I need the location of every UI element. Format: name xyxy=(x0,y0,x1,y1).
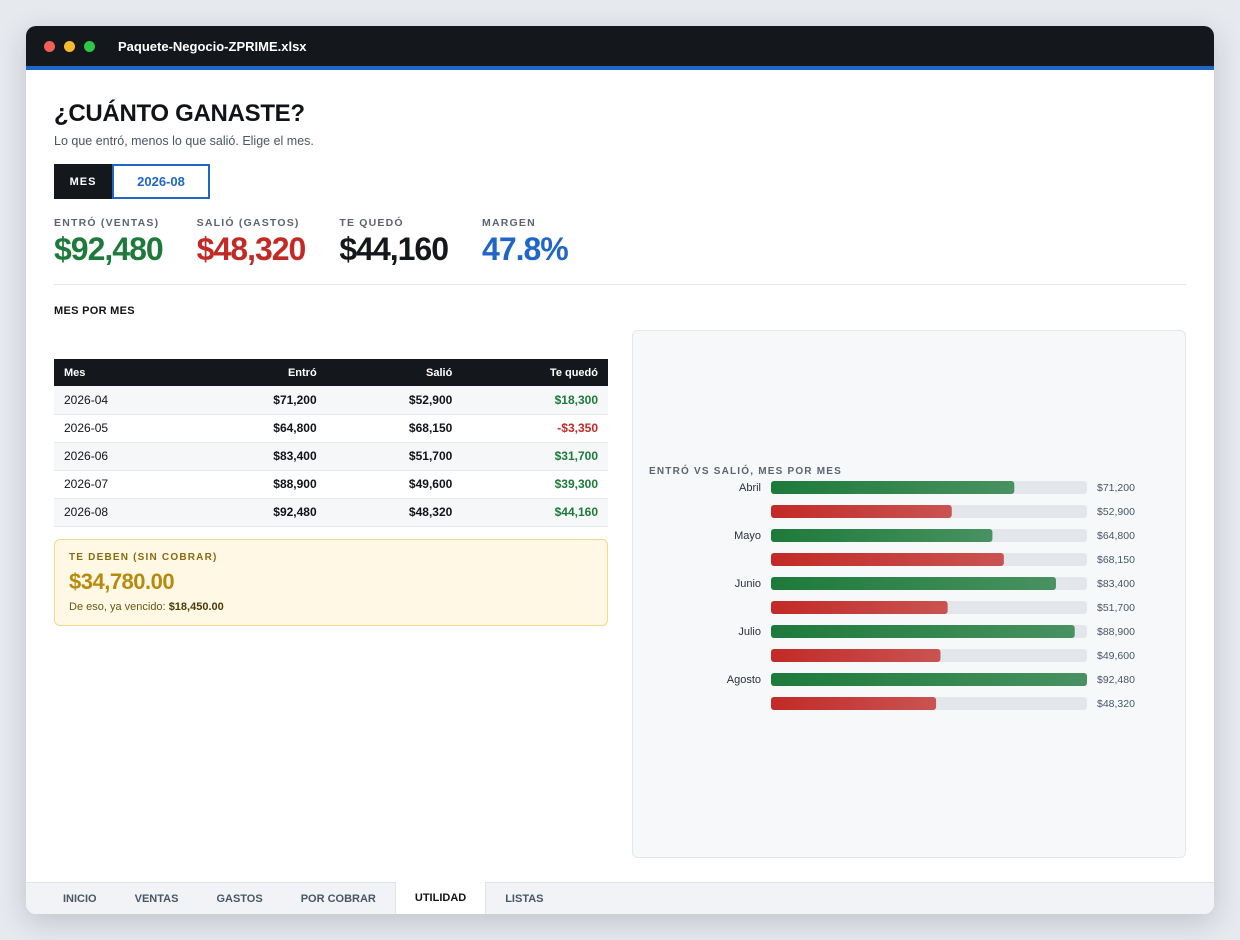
window-title: Paquete-Negocio-ZPRIME.xlsx xyxy=(118,38,307,54)
overdue-amount: $18,450.00 xyxy=(168,600,224,613)
tab-inicio[interactable]: INICIO xyxy=(63,892,97,905)
cell-expense: $48,320 xyxy=(326,498,463,527)
tab-utilidad[interactable]: UTILIDAD xyxy=(394,882,487,914)
sheet-tabs: INICIO VENTAS GASTOS POR COBRAR UTILIDAD… xyxy=(26,882,1214,914)
main-content: ¿CUÁNTO GANASTE? Lo que entró, menos lo … xyxy=(54,70,1186,882)
page-title: ¿CUÁNTO GANASTE? xyxy=(54,100,305,127)
cell-month: 2026-05 xyxy=(54,414,192,443)
income-bar xyxy=(771,481,1015,494)
category-label: Agosto xyxy=(727,674,761,686)
title-bar: Paquete-Negocio-ZPRIME.xlsx xyxy=(26,26,1214,70)
income-vs-expense-chart: Abril $71,200 $52,900 Mayo $64,800 $68,150 Jun… xyxy=(727,481,1135,710)
expense-bar xyxy=(771,505,952,518)
kpi-value: 47.8% xyxy=(482,231,569,267)
table-header-row: Mes Entró Salió Te quedó xyxy=(54,359,608,386)
kpi-margin: MARGEN 47.8% xyxy=(482,217,569,268)
cell-month: 2026-04 xyxy=(54,386,192,415)
monthly-table: Mes Entró Salió Te quedó 2026-04 $71,200… xyxy=(54,359,608,527)
cell-month: 2026-07 xyxy=(54,470,192,499)
receivables-label: TE DEBEN (SIN COBRAR) xyxy=(69,551,218,563)
kpi-value: $44,160 xyxy=(339,231,449,267)
receivables-amount: $34,780.00 xyxy=(69,568,175,594)
left-column: Mes Entró Salió Te quedó 2026-04 $71,200… xyxy=(54,351,608,626)
chart-panel: ENTRÓ VS SALIÓ, MES POR MES Abril $71,200… xyxy=(632,330,1186,858)
cell-month: 2026-08 xyxy=(54,498,192,527)
receivables-note: De eso, ya vencido: $18,450.00 xyxy=(69,601,593,613)
category-label: Mayo xyxy=(734,530,761,542)
cell-expense: $52,900 xyxy=(326,386,463,415)
kpi-expenses: SALIÓ (GASTOS) $48,320 xyxy=(196,217,307,268)
maximize-window-icon[interactable] xyxy=(84,40,95,52)
kpi-value: $48,320 xyxy=(196,231,307,267)
income-bar xyxy=(771,625,1075,638)
cell-profit: -$3,350 xyxy=(462,414,608,443)
value-label: $52,900 xyxy=(1097,506,1135,518)
cell-expense: $49,600 xyxy=(326,470,463,499)
kpi-profit: TE QUEDÓ $44,160 xyxy=(339,217,449,268)
column-header: Entró xyxy=(287,366,317,379)
kpi-row: ENTRÓ (VENTAS) $92,480 SALIÓ (GASTOS) $4… xyxy=(54,217,1186,285)
cell-income: $92,480 xyxy=(191,498,327,527)
income-bar xyxy=(771,577,1056,590)
overdue-label: De eso, ya vencido: xyxy=(69,600,166,613)
table-row: 2026-05 $64,800 $68,150 -$3,350 xyxy=(54,414,608,443)
value-label: $92,480 xyxy=(1097,674,1135,686)
cell-profit: $44,160 xyxy=(462,498,608,527)
chart-title: ENTRÓ VS SALIÓ, MES POR MES xyxy=(649,466,842,477)
month-picker: MES 2026-08 xyxy=(54,164,1186,199)
value-label: $88,900 xyxy=(1097,626,1135,638)
income-bar xyxy=(771,673,1087,686)
kpi-label: ENTRÓ (VENTAS) xyxy=(54,217,160,229)
cell-income: $64,800 xyxy=(191,414,327,443)
expense-bar xyxy=(771,601,948,614)
category-label: Abril xyxy=(739,482,761,494)
minimize-window-icon[interactable] xyxy=(64,40,75,52)
table-row: 2026-06 $83,400 $51,700 $31,700 xyxy=(54,442,608,471)
close-window-icon[interactable] xyxy=(44,40,55,52)
cell-profit: $18,300 xyxy=(462,386,608,415)
cell-profit: $39,300 xyxy=(462,470,608,499)
receivables-card: TE DEBEN (SIN COBRAR) $34,780.00 De eso,… xyxy=(54,538,608,626)
kpi-label: SALIÓ (GASTOS) xyxy=(196,217,300,229)
cell-income: $88,900 xyxy=(191,470,327,499)
app-window: Paquete-Negocio-ZPRIME.xlsx ¿CUÁNTO GANA… xyxy=(26,26,1214,914)
table-row: 2026-08 $92,480 $48,320 $44,160 xyxy=(54,498,608,527)
column-header: Salió xyxy=(426,366,453,379)
category-label: Junio xyxy=(735,578,761,590)
expense-bar xyxy=(771,649,941,662)
column-header: Te quedó xyxy=(549,366,598,379)
table-row: 2026-07 $88,900 $49,600 $39,300 xyxy=(54,470,608,499)
value-label: $48,320 xyxy=(1097,698,1135,710)
value-label: $49,600 xyxy=(1097,650,1135,662)
monthly-section-title: MES POR MES xyxy=(54,305,135,317)
value-label: $68,150 xyxy=(1097,554,1135,566)
table-row: 2026-04 $71,200 $52,900 $18,300 xyxy=(54,386,608,415)
kpi-label: MARGEN xyxy=(482,217,536,229)
tab-ventas[interactable]: VENTAS xyxy=(134,892,179,905)
month-select[interactable]: 2026-08 xyxy=(112,164,210,199)
value-label: $83,400 xyxy=(1097,578,1135,590)
income-bar xyxy=(771,529,993,542)
cell-expense: $68,150 xyxy=(326,414,463,443)
expense-bar xyxy=(771,697,937,710)
expense-bar xyxy=(771,553,1004,566)
kpi-label: TE QUEDÓ xyxy=(339,217,404,229)
value-label: $64,800 xyxy=(1097,530,1135,542)
cell-month: 2026-06 xyxy=(54,442,192,471)
kpi-value: $92,480 xyxy=(54,231,164,267)
cell-income: $71,200 xyxy=(191,386,327,415)
tab-gastos[interactable]: GASTOS xyxy=(216,892,263,905)
month-label: MES xyxy=(54,164,112,199)
page-subtitle: Lo que entró, menos lo que salió. Elige … xyxy=(54,134,314,148)
category-label: Julio xyxy=(738,626,761,638)
kpi-income: ENTRÓ (VENTAS) $92,480 xyxy=(54,217,164,268)
tab-listas[interactable]: LISTAS xyxy=(505,892,544,905)
cell-profit: $31,700 xyxy=(462,442,608,471)
cell-expense: $51,700 xyxy=(326,442,463,471)
column-header: Mes xyxy=(64,366,86,379)
cell-income: $83,400 xyxy=(191,442,327,471)
value-label: $51,700 xyxy=(1097,602,1135,614)
value-label: $71,200 xyxy=(1097,482,1135,494)
tab-por-cobrar[interactable]: POR COBRAR xyxy=(300,892,376,905)
